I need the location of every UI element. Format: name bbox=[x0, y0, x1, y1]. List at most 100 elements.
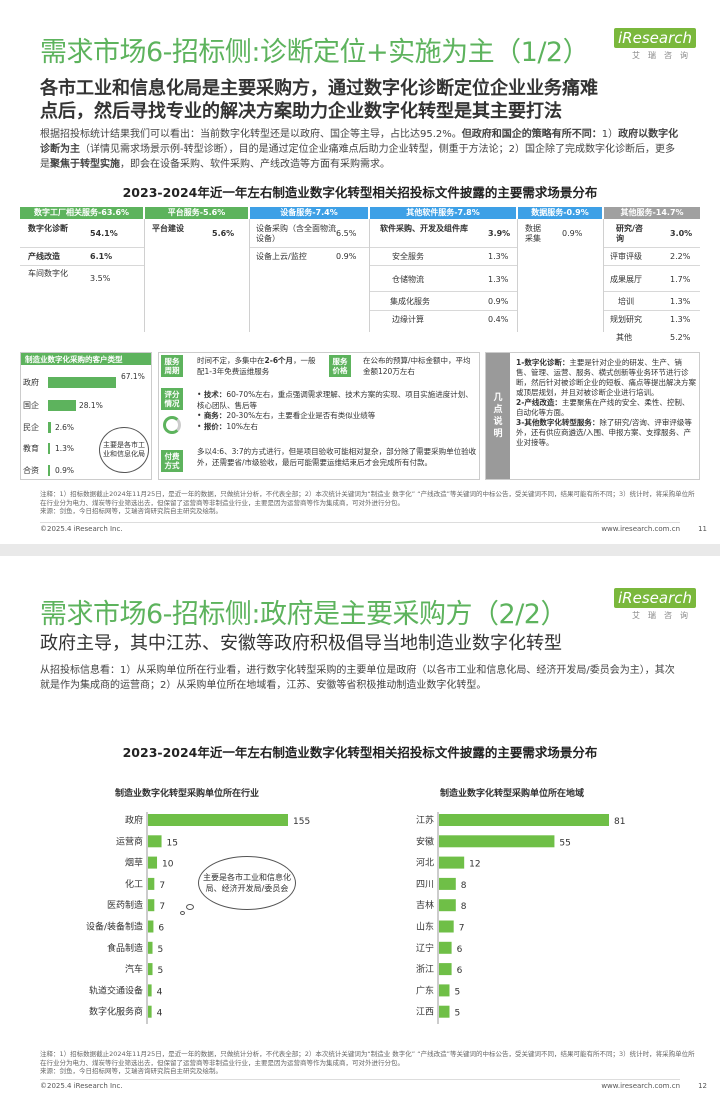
eval-label: 评分情况 bbox=[161, 388, 183, 410]
client-bar bbox=[48, 377, 116, 388]
logo-brand: iResearch bbox=[614, 28, 696, 48]
category-label: 轨道交通设备 bbox=[89, 984, 143, 996]
data-label: 15 bbox=[167, 838, 178, 848]
table-cell: 其他 bbox=[616, 333, 632, 342]
footnote: 注释：1）招标数据截止2024年11月25日，是近一年的数据，只做统计分析，不代… bbox=[40, 1050, 695, 1075]
table-cell: 3.0% bbox=[670, 229, 693, 238]
client-bar bbox=[48, 400, 77, 411]
data-label: 7 bbox=[159, 902, 165, 912]
page-subtitle: 各市工业和信息化局是主要采购方，通过数字化诊断定位企业业务痛难 点后，然后寻找专… bbox=[40, 77, 598, 123]
category-label: 江苏 bbox=[416, 814, 434, 826]
category-label: 化工 bbox=[125, 878, 143, 890]
category-label: 江西 bbox=[416, 1007, 434, 1018]
category-label: 汽车 bbox=[125, 963, 143, 975]
category-label: 医药制造 bbox=[107, 899, 143, 911]
category-label: 浙江 bbox=[416, 963, 434, 975]
table-cell: 5.6% bbox=[212, 229, 235, 238]
intro-text: 根据招投标统计结果我们可以看出：当前数字化转型还是以政府、国企等主导，占比达95… bbox=[40, 129, 462, 140]
table-header: 设备服务-7.4% bbox=[250, 207, 368, 219]
data-label: 81 bbox=[614, 817, 625, 827]
data-bar bbox=[148, 941, 153, 954]
intro-bold: 聚焦于转型实施 bbox=[50, 159, 120, 170]
client-value: 1.3% bbox=[55, 444, 75, 453]
data-bar bbox=[148, 856, 158, 869]
page-title: 需求市场6-招标侧:诊断定位+实施为主（1/2） bbox=[40, 37, 590, 68]
subtitle-line-1: 各市工业和信息化局是主要采购方，通过数字化诊断定位企业业务痛难 bbox=[40, 78, 598, 99]
logo-brand: iResearch bbox=[614, 588, 696, 608]
bubble-dot bbox=[180, 911, 185, 915]
copyright: ©2025.4 iResearch Inc. bbox=[40, 1082, 123, 1090]
data-label: 6 bbox=[457, 966, 463, 976]
payment-label: 付费方式 bbox=[161, 450, 183, 472]
service-period-text: 时间不定，多集中在2-6个月，一般配1-3年免费运维服务 bbox=[197, 356, 316, 376]
data-bar bbox=[439, 856, 465, 869]
logo-subtitle: 艾瑞咨询 bbox=[632, 51, 696, 60]
table-cell: 培训 bbox=[618, 297, 634, 306]
client-value: 2.6% bbox=[55, 423, 75, 432]
data-label: 10 bbox=[162, 860, 174, 870]
client-bar bbox=[48, 465, 50, 476]
client-type-title: 制造业数字化采购的客户类型 bbox=[21, 353, 151, 365]
table-cell: 集成化服务 bbox=[390, 297, 430, 306]
client-value: 0.9% bbox=[55, 466, 75, 475]
intro-bold: 政府以数字化诊断为主 bbox=[40, 129, 679, 155]
intro-paragraph: 根据招投标统计结果我们可以看出：当前数字化转型还是以政府、国企等主导，占比达95… bbox=[40, 127, 680, 172]
table-cell: 3.5% bbox=[90, 274, 111, 283]
category-label: 烟草 bbox=[125, 857, 143, 869]
category-label: 四川 bbox=[416, 880, 434, 890]
category-label: 运营商 bbox=[116, 835, 143, 847]
category-label: 安徽 bbox=[416, 835, 434, 847]
client-value: 28.1% bbox=[79, 401, 103, 410]
intro-text: 除了完成数字化诊断后，更多是 bbox=[40, 144, 675, 170]
table-header: 数字工厂相关服务-63.6% bbox=[20, 207, 143, 219]
pie-icon bbox=[163, 416, 181, 434]
table-cell: 数字化诊断 bbox=[28, 224, 68, 233]
table-cell: 安全服务 bbox=[392, 252, 424, 261]
table-cell: 0.4% bbox=[488, 315, 509, 324]
intro-text: （详情见需求场景示例-转型诊断），目的是通过定位企业痛难点后助力企业转型，侧重于… bbox=[80, 144, 545, 155]
chart-title: 2023-2024年近一年左右制造业数字化转型相关招投标文件披露的主要需求场景分… bbox=[122, 745, 598, 760]
chart-subtitle: 制造业数字化转型采购单位所在地域 bbox=[440, 787, 584, 799]
data-bar bbox=[439, 899, 456, 912]
table-cell: 1.3% bbox=[670, 297, 691, 306]
client-label: 合资 bbox=[23, 466, 39, 475]
client-value: 67.1% bbox=[121, 372, 145, 381]
explanation-label: 几点说明 bbox=[486, 353, 510, 479]
data-label: 5 bbox=[454, 987, 460, 997]
table-cell: 3.9% bbox=[488, 229, 511, 238]
data-bar bbox=[439, 941, 452, 954]
client-bar bbox=[48, 443, 50, 454]
page-number: 12 bbox=[698, 1082, 707, 1090]
category-label: 吉林 bbox=[416, 899, 434, 911]
service-price-text: 在公布的预算/中标金额中，平均金额120万左右 bbox=[363, 356, 471, 376]
table-cell: 0.9% bbox=[336, 252, 357, 261]
service-price-label: 服务价格 bbox=[329, 355, 351, 377]
table-cell: 车间数字化 bbox=[28, 269, 68, 278]
intro-text: 1） bbox=[601, 129, 619, 140]
table-header: 其他软件服务-7.8% bbox=[370, 207, 516, 219]
procurement-info-panel: 服务周期 时间不定，多集中在2-6个月，一般配1-3年免费运维服务 服务价格 在… bbox=[158, 352, 480, 480]
data-bar bbox=[439, 877, 456, 890]
page-subtitle: 政府主导，其中江苏、安徽等政府积极倡导当地制造业数字化转型 bbox=[40, 633, 562, 654]
category-label: 食品制造 bbox=[107, 942, 143, 954]
data-label: 8 bbox=[461, 902, 467, 912]
client-label: 民企 bbox=[23, 423, 39, 432]
category-label: 设备/装备制造 bbox=[86, 921, 143, 933]
data-label: 4 bbox=[157, 987, 163, 997]
data-label: 5 bbox=[158, 966, 164, 976]
table-cell: 成果展厅 bbox=[610, 275, 642, 284]
chart-title: 2023-2024年近一年左右制造业数字化转型相关招投标文件披露的主要需求场景分… bbox=[122, 185, 598, 200]
data-label: 7 bbox=[159, 881, 165, 891]
iresearch-logo: iResearch 艾瑞咨询 bbox=[614, 588, 696, 621]
client-label: 教育 bbox=[23, 444, 39, 453]
explanation-panel: 几点说明 1-数字化诊断：主要是针对企业的研发、生产、销售、管理、运营、服务、横… bbox=[485, 352, 700, 480]
table-cell: 软件采购、开发及组件库 bbox=[380, 224, 468, 233]
report-page-11: 需求市场6-招标侧:诊断定位+实施为主（1/2） iResearch 艾瑞咨询 … bbox=[0, 0, 720, 544]
table-cell: 6.5% bbox=[336, 229, 357, 238]
payment-text: 多以4:6、3:7的方式进行，但是项目验收可能相对复杂，部分除了需要采购单位验收… bbox=[197, 447, 477, 467]
data-label: 55 bbox=[559, 838, 570, 848]
table-cell: 设备上云/监控 bbox=[256, 252, 307, 261]
report-page-12: 需求市场6-招标侧:政府是主要采购方（2/2） iResearch 艾瑞咨询 政… bbox=[0, 556, 720, 1099]
table-cell: 平台建设 bbox=[152, 224, 184, 233]
